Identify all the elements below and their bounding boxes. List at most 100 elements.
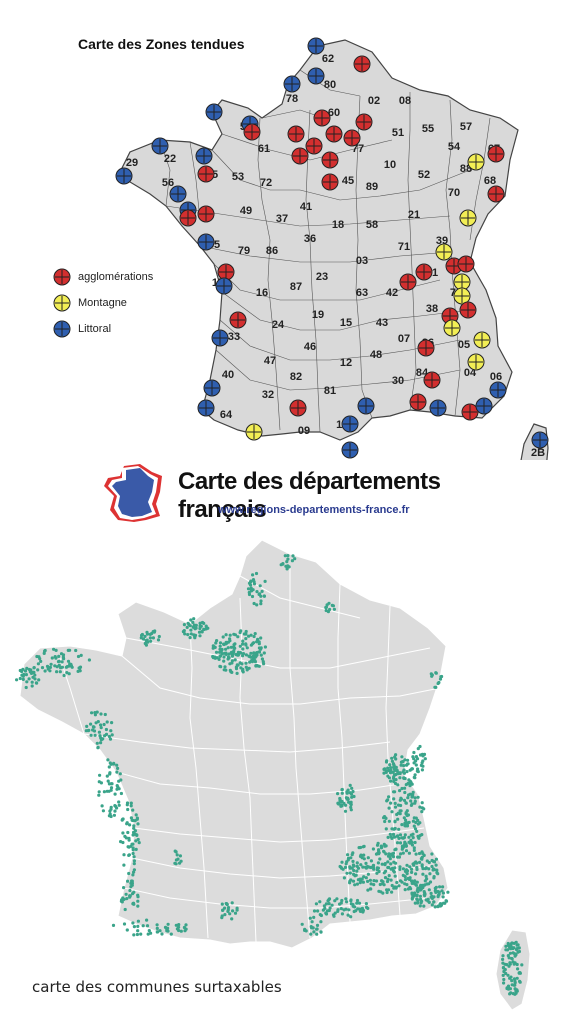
littoral-marker (211, 329, 229, 347)
commune-dot (327, 601, 331, 605)
department-border (221, 133, 393, 161)
commune-dot (434, 685, 438, 689)
commune-dot (391, 869, 396, 873)
commune-dot (346, 853, 350, 857)
commune-dot (413, 796, 417, 800)
commune-dot (261, 660, 265, 664)
commune-dot (386, 877, 390, 881)
commune-dot (388, 763, 392, 767)
commune-dot (178, 854, 182, 858)
commune-dot (506, 973, 510, 977)
commune-dot (511, 960, 515, 964)
agglomeration-marker (243, 123, 261, 141)
commune-dot (101, 809, 105, 813)
commune-dot (189, 618, 193, 622)
commune-dot (507, 956, 511, 960)
commune-dot (50, 656, 54, 660)
commune-dot (330, 903, 334, 907)
commune-dot (355, 901, 359, 905)
commune-dot (145, 630, 149, 634)
commune-dot (348, 783, 352, 787)
commune-dot (517, 949, 522, 954)
commune-dot (224, 647, 228, 651)
commune-dot (416, 767, 420, 771)
commune-dot (418, 904, 422, 908)
commune-dot (250, 594, 255, 599)
commune-dot (438, 904, 443, 908)
littoral-marker (429, 399, 447, 417)
commune-dot (141, 637, 146, 641)
commune-dot (24, 673, 28, 677)
commune-dot (518, 971, 523, 975)
commune-dot (78, 666, 82, 670)
commune-dot (392, 764, 396, 768)
commune-dot (97, 793, 101, 797)
commune-dot (325, 909, 329, 913)
commune-dot (418, 753, 423, 757)
commune-dot (381, 880, 385, 884)
commune-dot (52, 647, 56, 651)
commune-dot (388, 832, 392, 836)
department-border (211, 149, 300, 191)
commune-dot (387, 888, 391, 892)
commune-dot (383, 876, 388, 880)
littoral-marker (307, 67, 325, 85)
commune-dot (349, 898, 353, 902)
department-number: 03 (356, 255, 368, 267)
commune-dot (131, 818, 135, 823)
commune-dot (403, 833, 407, 837)
commune-dot (64, 665, 68, 669)
commune-dot (411, 790, 415, 794)
commune-dot (252, 601, 256, 606)
commune-dot (387, 852, 391, 856)
commune-dot (233, 642, 237, 646)
commune-dot (501, 961, 505, 965)
commune-dot (248, 660, 252, 664)
agglomeration-marker (197, 205, 215, 223)
commune-dot (425, 882, 429, 886)
commune-dot (310, 920, 314, 924)
commune-dot (436, 895, 440, 899)
commune-dot (132, 859, 136, 863)
commune-dot (117, 803, 121, 807)
commune-dot (354, 873, 358, 877)
commune-dot (340, 860, 344, 864)
commune-dot (290, 559, 294, 563)
commune-dot (99, 726, 103, 730)
commune-dot (402, 771, 406, 775)
commune-dot (46, 667, 50, 671)
department-number: 64 (220, 409, 233, 421)
commune-dot (324, 902, 328, 906)
department-border (115, 771, 401, 795)
commune-dot (109, 788, 113, 792)
commune-dot (169, 932, 173, 936)
commune-dot (29, 670, 34, 674)
commune-dot (355, 861, 359, 865)
commune-dot (415, 829, 419, 833)
department-number: 07 (398, 333, 410, 345)
commune-dot (156, 638, 161, 642)
commune-dot (512, 946, 516, 950)
commune-dot (116, 785, 120, 789)
commune-dot (254, 654, 258, 658)
commune-dot (137, 841, 141, 845)
commune-dot (244, 665, 248, 669)
commune-dot (432, 900, 436, 904)
department-number: 21 (408, 209, 420, 221)
commune-dot (394, 778, 398, 782)
department-number: 72 (260, 177, 272, 189)
commune-dot (332, 607, 336, 611)
commune-dot (393, 826, 397, 831)
commune-dot (391, 855, 396, 859)
commune-dot (509, 945, 513, 949)
commune-dot (435, 871, 439, 875)
commune-dot (127, 853, 131, 857)
commune-dot (415, 893, 419, 897)
commune-dot (335, 897, 339, 901)
commune-dot (293, 557, 297, 561)
commune-dot (211, 646, 215, 650)
commune-dot (389, 801, 393, 805)
commune-dot (409, 781, 413, 785)
commune-dot (101, 737, 105, 741)
commune-dot (118, 772, 122, 776)
